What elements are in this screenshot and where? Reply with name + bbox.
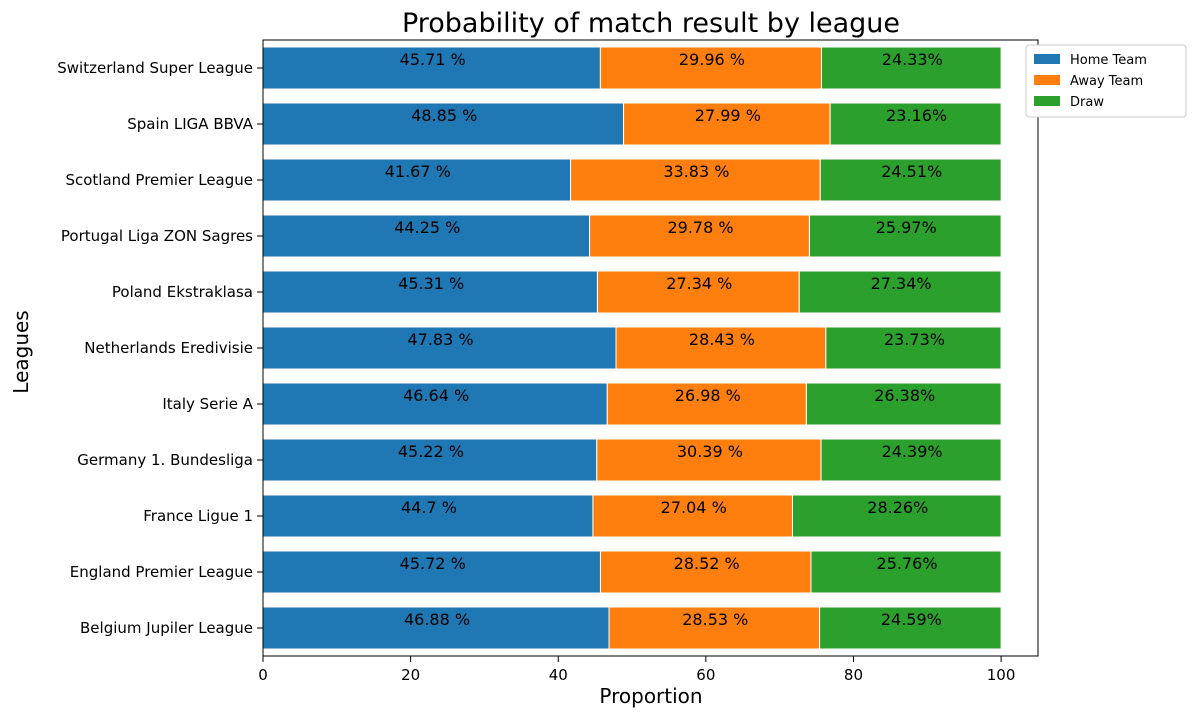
- y-tick-label: Belgium Jupiler League: [80, 619, 253, 637]
- y-axis-label: Leagues: [9, 310, 33, 393]
- bar-segment: [596, 270, 800, 314]
- data-label: 45.71 %: [400, 50, 466, 69]
- chart-title: Probability of match result by league: [402, 8, 900, 39]
- data-label: 23.73%: [884, 330, 945, 349]
- legend-frame: [1025, 44, 1187, 118]
- data-label: 27.99 %: [695, 106, 761, 125]
- x-tick-label: 80: [844, 666, 863, 684]
- y-tick-label: England Premier League: [70, 563, 253, 581]
- bar-segment: [592, 494, 794, 538]
- bar-segment: [262, 382, 608, 426]
- bar-segment: [798, 270, 1002, 314]
- data-label: 23.16%: [886, 106, 947, 125]
- data-label: 25.76%: [877, 554, 938, 573]
- data-label: 47.83 %: [407, 330, 473, 349]
- y-tick-label: Poland Ekstraklasa: [112, 283, 253, 301]
- data-label: 48.85 %: [411, 106, 477, 125]
- x-tick-label: 20: [401, 666, 420, 684]
- y-tick-label: France Ligue 1: [143, 507, 253, 525]
- bar-segment: [599, 550, 812, 594]
- data-label: 28.26%: [867, 498, 928, 517]
- bar-segment: [819, 158, 1002, 202]
- data-label: 25.97%: [876, 218, 937, 237]
- bar-segment: [792, 494, 1002, 538]
- data-label: 24.39%: [882, 442, 943, 461]
- data-label: 28.43 %: [689, 330, 755, 349]
- bar-segment: [262, 102, 625, 146]
- legend-entry: Home Team: [1070, 53, 1147, 68]
- data-label: 46.88 %: [404, 610, 470, 629]
- legend-entry: Away Team: [1070, 74, 1143, 89]
- bar-segment: [262, 270, 598, 314]
- data-label: 28.53 %: [682, 610, 748, 629]
- x-axis-label: Proportion: [599, 684, 702, 708]
- x-tick-label: 40: [549, 666, 568, 684]
- bar-segment: [623, 102, 831, 146]
- bar-segment: [262, 494, 594, 538]
- data-label: 41.67 %: [385, 162, 451, 181]
- x-tick-label: 60: [696, 666, 715, 684]
- data-label: 27.34 %: [666, 274, 732, 293]
- data-label: 46.64 %: [403, 386, 469, 405]
- y-tick-label: Spain LIGA BBVA: [127, 115, 254, 133]
- data-label: 44.25 %: [394, 218, 460, 237]
- bar-segment: [262, 606, 610, 650]
- bar-segment: [262, 46, 601, 90]
- bar-segment: [819, 606, 1002, 650]
- bar-segment: [808, 214, 1002, 258]
- bar-segment: [615, 326, 827, 370]
- bar-segment: [829, 102, 1002, 146]
- y-tick-label: Portugal Liga ZON Sagres: [61, 227, 253, 245]
- bar-segment: [589, 214, 810, 258]
- bar-segment: [262, 214, 591, 258]
- y-tick-label: Italy Serie A: [162, 395, 253, 413]
- bar-segment: [262, 438, 598, 482]
- bar-segment: [262, 158, 572, 202]
- data-label: 24.59%: [881, 610, 942, 629]
- y-tick-label: Germany 1. Bundesliga: [77, 451, 253, 469]
- legend-swatch: [1034, 54, 1060, 64]
- data-label: 27.34%: [871, 274, 932, 293]
- legend-swatch: [1034, 75, 1060, 85]
- x-tick-label: 0: [258, 666, 268, 684]
- y-tick-label: Netherlands Eredivisie: [84, 339, 253, 357]
- bar-segment: [608, 606, 821, 650]
- bar-segment: [825, 326, 1002, 370]
- data-label: 24.33%: [882, 50, 943, 69]
- legend-swatch: [1034, 96, 1060, 106]
- data-label: 26.38%: [874, 386, 935, 405]
- legend-entry: Draw: [1070, 95, 1104, 110]
- data-label: 45.31 %: [398, 274, 464, 293]
- data-label: 45.22 %: [398, 442, 464, 461]
- data-label: 28.52 %: [674, 554, 740, 573]
- data-label: 29.78 %: [667, 218, 733, 237]
- data-label: 30.39 %: [677, 442, 743, 461]
- bar-segment: [606, 382, 807, 426]
- data-label: 27.04 %: [661, 498, 727, 517]
- data-label: 26.98 %: [675, 386, 741, 405]
- data-label: 45.72 %: [400, 554, 466, 573]
- bar-segment: [805, 382, 1002, 426]
- data-label: 29.96 %: [679, 50, 745, 69]
- y-tick-label: Scotland Premier League: [65, 171, 253, 189]
- bar-segment: [262, 550, 601, 594]
- plot-area: 46.88 % 28.53 % 24.59% 45.72 % 28.52 % 25.76%…: [57, 39, 1039, 684]
- legend: Home Team Away Team Draw: [1025, 44, 1187, 118]
- bar-segment: [820, 438, 1002, 482]
- y-tick-label: Switzerland Super League: [57, 59, 253, 77]
- bar-segment: [810, 550, 1002, 594]
- data-label: 33.83 %: [663, 162, 729, 181]
- data-label: 24.51%: [881, 162, 942, 181]
- data-label: 44.7 %: [401, 498, 457, 517]
- bar-segment: [821, 46, 1002, 90]
- x-tick-label: 100: [987, 666, 1016, 684]
